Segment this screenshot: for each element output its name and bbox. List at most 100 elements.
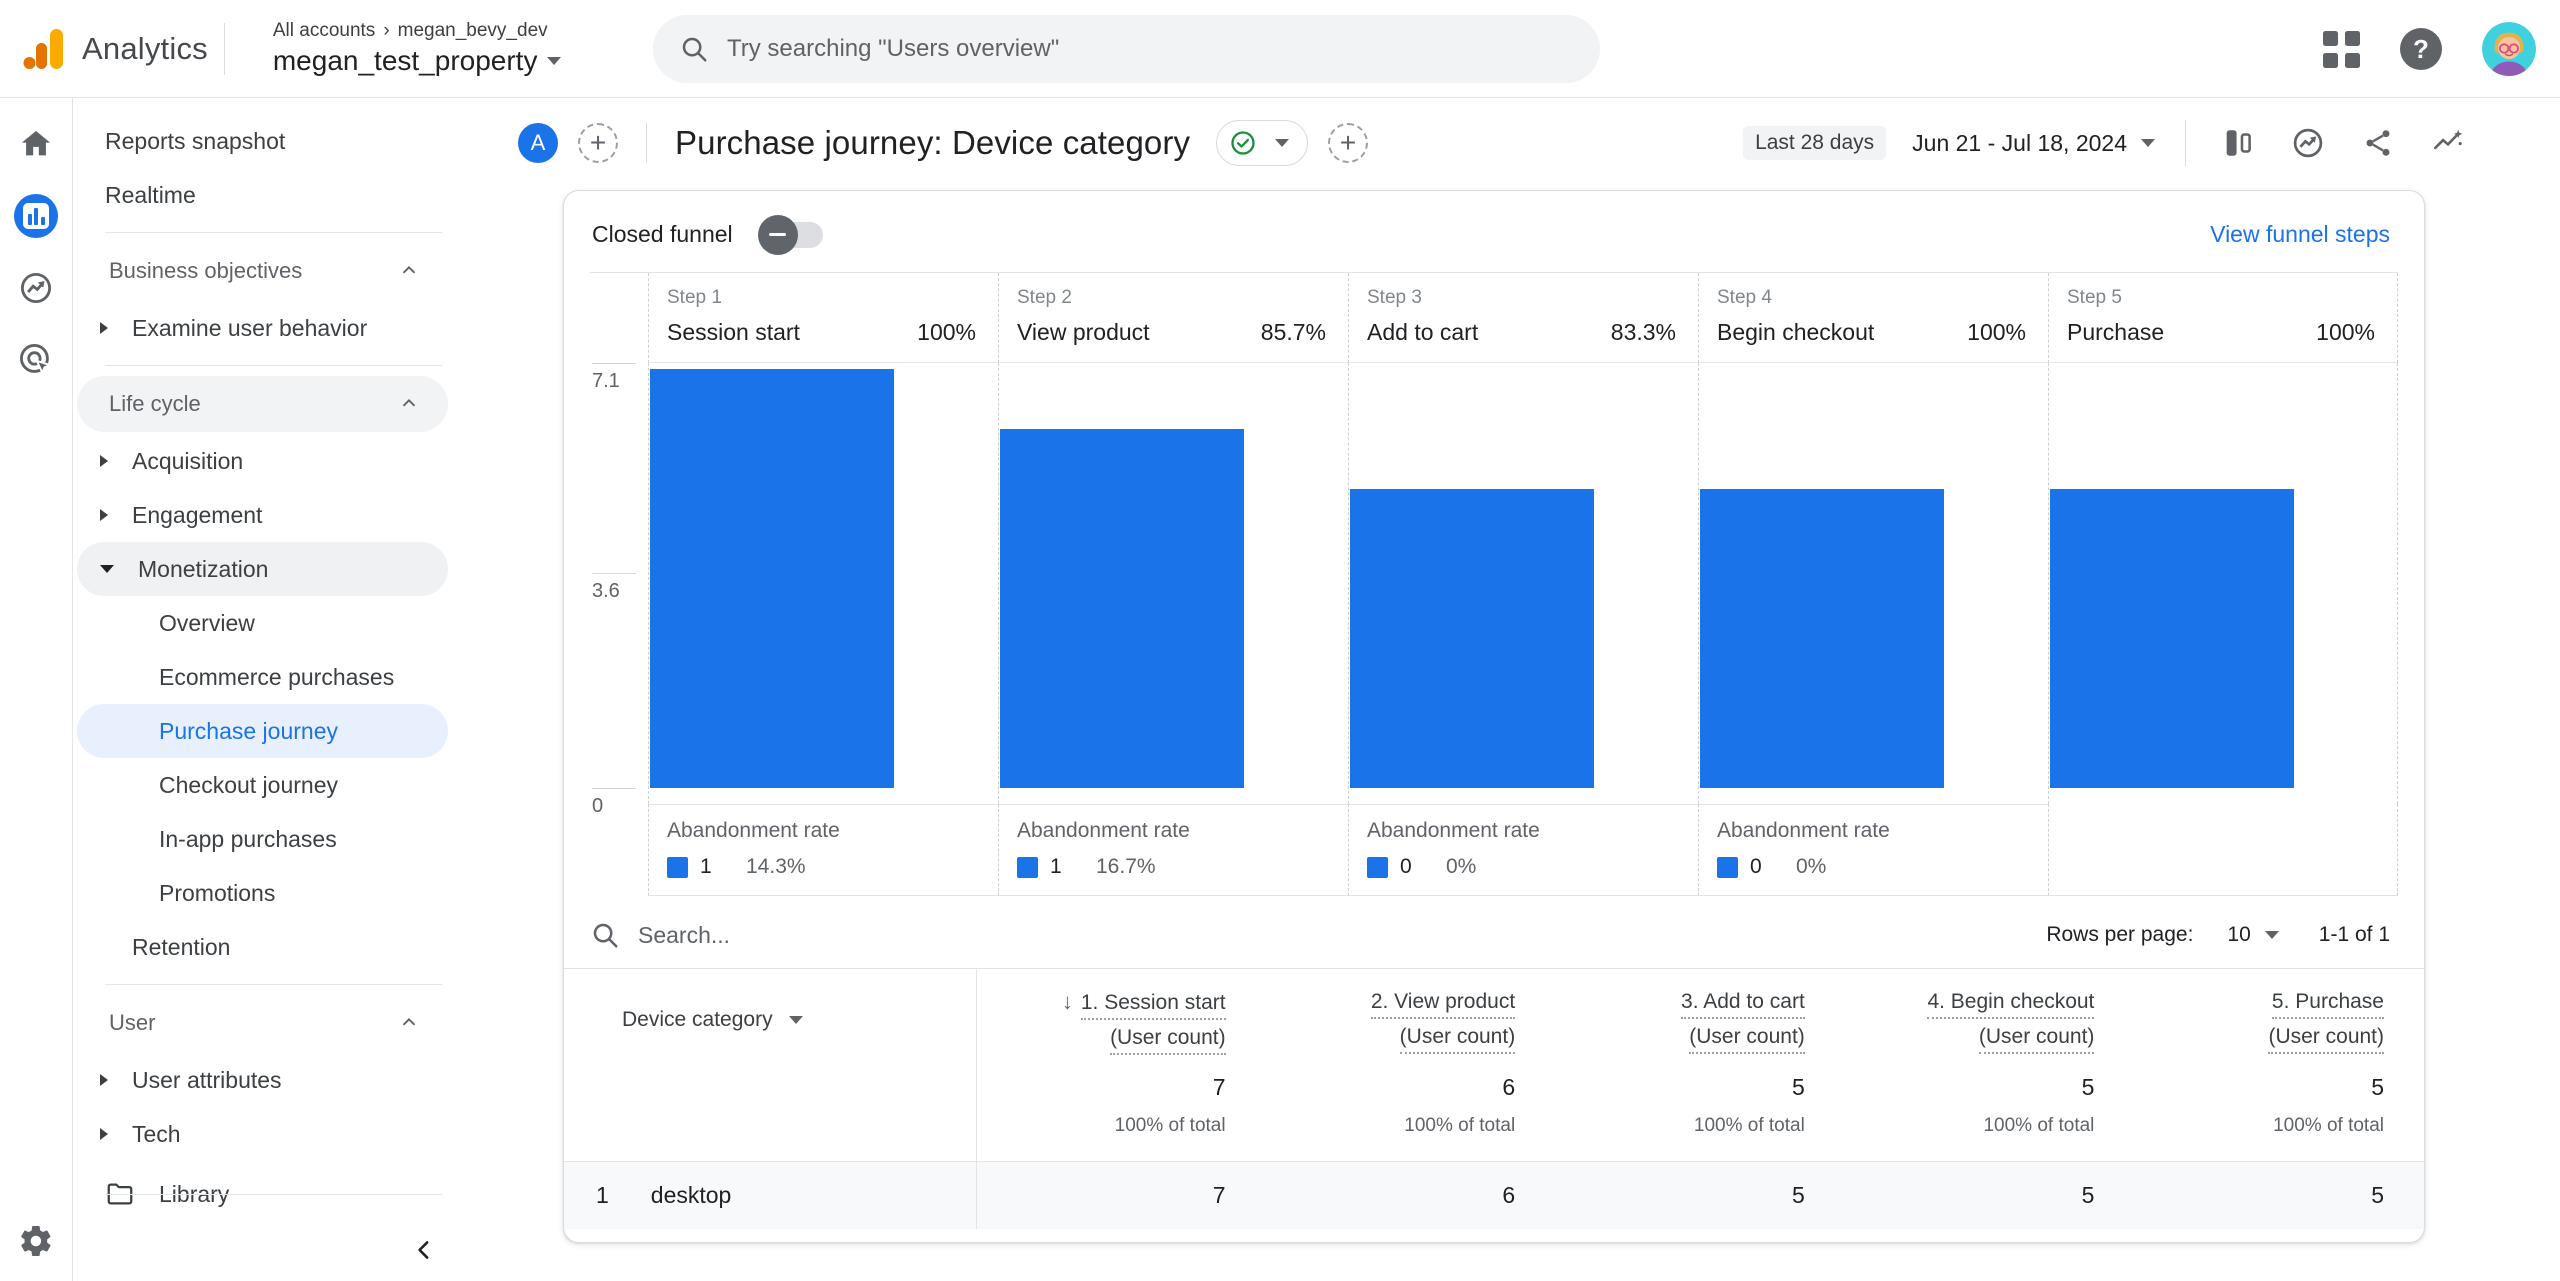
global-search-input[interactable] (727, 35, 1574, 63)
left-icon-rail (0, 98, 73, 1281)
sidebar-item-ecommerce-purchases[interactable]: Ecommerce purchases (77, 650, 448, 704)
sidebar-item-checkout-journey[interactable]: Checkout journey (77, 758, 448, 812)
sidebar-item-examine-user-behavior[interactable]: Examine user behavior (73, 301, 448, 355)
funnel-bar-begin-checkout[interactable] (1700, 489, 1944, 788)
totals-cell: 6100% of total (1266, 1068, 1556, 1161)
totals-cell: 5100% of total (1845, 1068, 2135, 1161)
property-name[interactable]: megan_test_property (273, 45, 538, 77)
step-completion-rate: 100% (2316, 319, 2375, 346)
account-switcher[interactable]: All accounts › megan_bevy_dev megan_test… (251, 20, 562, 77)
analytics-app: Analytics All accounts › megan_bevy_dev … (0, 0, 2560, 1281)
legend-swatch (667, 857, 688, 878)
brand-name: Analytics (82, 31, 208, 67)
rows-per-page-select[interactable]: 10 (2227, 923, 2278, 947)
user-avatar[interactable] (2482, 22, 2536, 76)
table-row: 1 desktop 7 6 5 5 5 (564, 1161, 2424, 1229)
header-divider (2185, 120, 2186, 166)
collapse-sidebar-icon[interactable] (412, 1237, 438, 1263)
date-preset-badge: Last 28 days (1743, 126, 1886, 160)
analytics-logo-icon[interactable] (22, 26, 66, 72)
date-range-picker[interactable]: Jun 21 - Jul 18, 2024 (1912, 130, 2155, 157)
legend-swatch (1717, 857, 1738, 878)
sidebar-item-realtime[interactable]: Realtime (73, 168, 474, 222)
funnel-bar-add-to-cart[interactable] (1350, 489, 1594, 788)
top-app-bar: Analytics All accounts › megan_bevy_dev … (0, 0, 2560, 98)
explore-report-icon[interactable] (2286, 121, 2330, 165)
step-completion-rate: 100% (917, 319, 976, 346)
section-life-cycle[interactable]: Life cycle (77, 376, 448, 432)
table-search[interactable] (590, 920, 2046, 950)
y-axis: 7.1 3.6 0 (590, 363, 648, 804)
explore-icon[interactable] (14, 266, 58, 310)
view-funnel-steps-link[interactable]: View funnel steps (2210, 221, 2390, 248)
pagination-status: 1-1 of 1 (2319, 923, 2390, 947)
column-header[interactable]: 3. Add to cart (User count) (1555, 968, 1845, 1068)
comparison-icon[interactable] (2216, 121, 2260, 165)
step-name: Session start (667, 319, 800, 346)
workspace-avatar[interactable]: A (518, 123, 558, 163)
sidebar-item-user-attributes[interactable]: User attributes (73, 1053, 448, 1107)
column-header[interactable]: 4. Begin checkout (User count) (1845, 968, 2135, 1068)
funnel-bar-purchase[interactable] (2050, 489, 2294, 788)
global-search[interactable] (653, 15, 1600, 83)
row-device-category: desktop (651, 1182, 732, 1209)
dimension-header[interactable]: Device category (564, 968, 976, 1068)
report-status-pill[interactable] (1216, 120, 1308, 166)
sidebar-item-tech[interactable]: Tech (73, 1107, 448, 1161)
advertising-icon[interactable] (14, 338, 58, 382)
row-value-cell: 5 (1555, 1161, 1845, 1229)
sidebar-item-engagement[interactable]: Engagement (73, 488, 448, 542)
funnel-step-header: Step 5 Purchase100% (2048, 273, 2398, 363)
sidebar-item-reports-snapshot[interactable]: Reports snapshot (73, 114, 474, 168)
funnel-bar-session-start[interactable] (650, 369, 894, 788)
row-index: 1 (596, 1182, 609, 1209)
check-circle-icon (1229, 129, 1257, 157)
funnel-bar-view-product[interactable] (1000, 429, 1244, 788)
sidebar-divider (105, 232, 442, 233)
add-workspace-icon[interactable]: + (578, 123, 618, 163)
sidebar-item-overview[interactable]: Overview (77, 596, 448, 650)
funnel-step-header: Step 1 Session start100% (648, 273, 998, 363)
home-icon[interactable] (14, 122, 58, 166)
report-header: A + Purchase journey: Device category + … (474, 98, 2560, 166)
share-icon[interactable] (2356, 121, 2400, 165)
toggle-knob-minus-icon (758, 215, 798, 255)
column-header[interactable]: 2. View product (User count) (1266, 968, 1556, 1068)
sidebar-item-retention[interactable]: Retention (73, 920, 448, 974)
property-caret-icon[interactable] (547, 57, 561, 65)
google-apps-icon[interactable] (2323, 31, 2360, 68)
expand-caret-icon (100, 322, 108, 334)
row-dimension-cell: 1 desktop (564, 1161, 976, 1229)
abandonment-cell: Abandonment rate 00% (1348, 804, 1698, 896)
column-header[interactable]: 5. Purchase (User count) (2134, 968, 2424, 1068)
search-icon (590, 920, 620, 950)
section-user[interactable]: User (77, 995, 448, 1051)
sidebar-item-purchase-journey[interactable]: Purchase journey (77, 704, 448, 758)
table-header-row: Device category ↓1. Session start (User … (564, 968, 2424, 1068)
sidebar-item-acquisition[interactable]: Acquisition (73, 434, 448, 488)
expand-caret-icon (100, 455, 108, 467)
breadcrumb-separator-icon: › (383, 20, 389, 42)
closed-funnel-label: Closed funnel (592, 221, 733, 248)
sidebar-item-monetization[interactable]: Monetization (77, 542, 448, 596)
rows-caret-icon (2265, 931, 2279, 939)
breadcrumb: All accounts › megan_bevy_dev (273, 20, 562, 42)
table-search-input[interactable] (638, 922, 1138, 949)
row-value-cell: 5 (1845, 1161, 2135, 1229)
sidebar-item-promotions[interactable]: Promotions (77, 866, 448, 920)
sidebar-divider (105, 365, 442, 366)
help-icon[interactable]: ? (2400, 28, 2442, 70)
table-toolbar: Rows per page: 10 1-1 of 1 (564, 896, 2424, 968)
dimension-caret-icon[interactable] (789, 1016, 803, 1024)
reports-icon[interactable] (14, 194, 58, 238)
collapse-caret-icon (100, 565, 114, 573)
sidebar-item-in-app-purchases[interactable]: In-app purchases (77, 812, 448, 866)
header-divider (646, 123, 647, 163)
section-business-objectives[interactable]: Business objectives (77, 243, 448, 299)
insights-icon[interactable] (2426, 121, 2470, 165)
add-report-tab-icon[interactable]: + (1328, 123, 1368, 163)
closed-funnel-toggle[interactable] (761, 222, 823, 248)
column-header[interactable]: ↓1. Session start (User count) (976, 968, 1266, 1068)
admin-settings-icon[interactable] (18, 1223, 54, 1259)
breadcrumb-account: megan_bevy_dev (398, 20, 548, 42)
